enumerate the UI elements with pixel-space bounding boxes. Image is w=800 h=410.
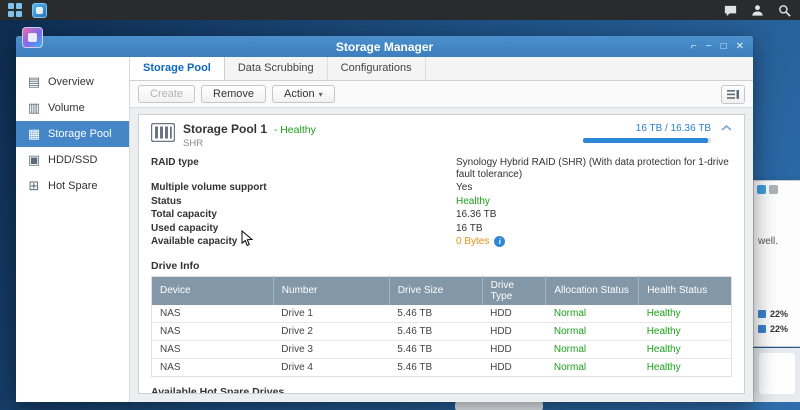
storage-pool-icon: ▦ xyxy=(27,126,41,141)
pool-header: Storage Pool 1 - Healthy SHR 16 TB / 16.… xyxy=(139,115,744,153)
table-row[interactable]: NAS Drive 2 5.46 TB HDD Normal Healthy xyxy=(151,322,732,341)
create-button[interactable]: Create xyxy=(138,85,196,103)
hot-spare-icon: ⊞ xyxy=(28,178,40,193)
maximize-icon[interactable]: □ xyxy=(720,40,727,52)
support-chat-icon[interactable] xyxy=(723,3,738,18)
collapse-chevron-icon[interactable] xyxy=(721,124,732,132)
sidebar: ▤ Overview ▥ Volume ▦ Storage Pool ▣ HDD… xyxy=(16,57,130,402)
desktop-shortcut-icon[interactable] xyxy=(22,27,43,48)
drive-info-title: Drive Info xyxy=(151,259,200,272)
search-icon[interactable] xyxy=(777,3,792,18)
detail-row: Total capacity 16.36 TB xyxy=(151,209,497,220)
pool-raid-type: SHR xyxy=(183,138,204,149)
tab-configurations[interactable]: Configurations xyxy=(328,57,426,80)
hot-spare-title: Available Hot Spare Drives xyxy=(151,385,285,394)
fragment-stat: 22% xyxy=(758,309,788,319)
sidebar-item-overview[interactable]: ▤ Overview xyxy=(27,74,94,89)
pool-name: Storage Pool 1 xyxy=(183,122,268,136)
chevron-down-icon: ▾ xyxy=(318,90,323,99)
sidebar-item-volume[interactable]: ▥ Volume xyxy=(27,100,85,115)
pool-icon xyxy=(151,123,175,142)
status-value: Healthy xyxy=(456,195,490,207)
table-row[interactable]: NAS Drive 3 5.46 TB HDD Normal Healthy xyxy=(151,340,732,359)
minimize-icon[interactable]: − xyxy=(705,40,712,52)
remove-button[interactable]: Remove xyxy=(201,85,266,103)
table-header-row: Device Number Drive Size Drive Type Allo… xyxy=(151,276,732,305)
list-view-icon xyxy=(727,89,739,99)
pool-status: - Healthy xyxy=(273,124,316,136)
detail-row: Used capacity 16 TB xyxy=(151,222,483,234)
detail-row: Status Healthy xyxy=(151,195,490,207)
available-capacity-value: 0 Bytes xyxy=(456,236,490,247)
hdd-ssd-icon: ▣ xyxy=(27,152,41,167)
volume-icon: ▥ xyxy=(27,100,41,115)
background-window-fragment: well. 22% 22% xyxy=(753,180,800,347)
overview-icon: ▤ xyxy=(27,74,41,89)
tab-data-scrubbing[interactable]: Data Scrubbing xyxy=(225,57,328,80)
detail-row: Available capacity 0 Bytes xyxy=(139,235,744,249)
sidebar-item-hot-spare[interactable]: ⊞ Hot Spare xyxy=(16,173,129,199)
pool-details: RAID type Synology Hybrid RAID (SHR) (Wit… xyxy=(139,153,744,251)
main-menu-icon[interactable] xyxy=(8,3,22,17)
info-icon[interactable] xyxy=(494,236,506,247)
pool-capacity-bar xyxy=(583,138,711,143)
detail-row: RAID type Synology Hybrid RAID (SHR) (Wit… xyxy=(151,157,729,180)
drive-info-table: Device Number Drive Size Drive Type Allo… xyxy=(151,275,732,377)
taskbar xyxy=(0,0,800,20)
window-titlebar[interactable]: Storage Manager ⌐ − □ ✕ xyxy=(16,36,753,57)
table-row[interactable]: NAS Drive 1 5.46 TB HDD Normal Healthy xyxy=(151,304,732,323)
storage-manager-app-icon[interactable] xyxy=(32,2,47,18)
close-icon[interactable]: ✕ xyxy=(735,40,744,52)
sidebar-item-hdd-ssd[interactable]: ▣ HDD/SSD xyxy=(27,152,98,167)
tab-storage-pool[interactable]: Storage Pool xyxy=(130,57,225,80)
action-button[interactable]: Action ▾ xyxy=(272,85,335,103)
table-row[interactable]: NAS Drive 4 5.46 TB HDD Normal Healthy xyxy=(151,358,732,376)
detail-row: Multiple volume support Yes xyxy=(151,182,473,193)
background-window-fragment-2 xyxy=(753,348,800,402)
tab-bar: Storage Pool Data Scrubbing Configuratio… xyxy=(130,57,753,81)
pin-icon[interactable]: ⌐ xyxy=(690,40,697,52)
fragment-stat: 22% xyxy=(758,324,788,334)
pool-progress-fill xyxy=(583,138,709,143)
pool-capacity-text: 16 TB / 16.36 TB xyxy=(635,123,711,134)
fragment-tool-icon xyxy=(769,185,778,194)
toolbar: Create Remove Action ▾ xyxy=(130,81,753,108)
window-title: Storage Manager xyxy=(335,39,434,54)
storage-manager-window: Storage Manager ⌐ − □ ✕ ▤ Overview ▥ Vol… xyxy=(16,36,753,402)
user-icon[interactable] xyxy=(750,3,765,18)
legend-swatch-icon xyxy=(758,310,766,318)
sidebar-item-storage-pool[interactable]: ▦ Storage Pool xyxy=(16,121,129,147)
background-dock-sliver xyxy=(455,399,543,410)
fragment-text: well. xyxy=(758,236,779,247)
fragment-app-icon xyxy=(757,185,766,194)
legend-swatch-icon xyxy=(758,325,766,333)
storage-pool-panel: Storage Pool 1 - Healthy SHR 16 TB / 16.… xyxy=(138,114,745,394)
view-mode-button[interactable] xyxy=(721,84,745,104)
